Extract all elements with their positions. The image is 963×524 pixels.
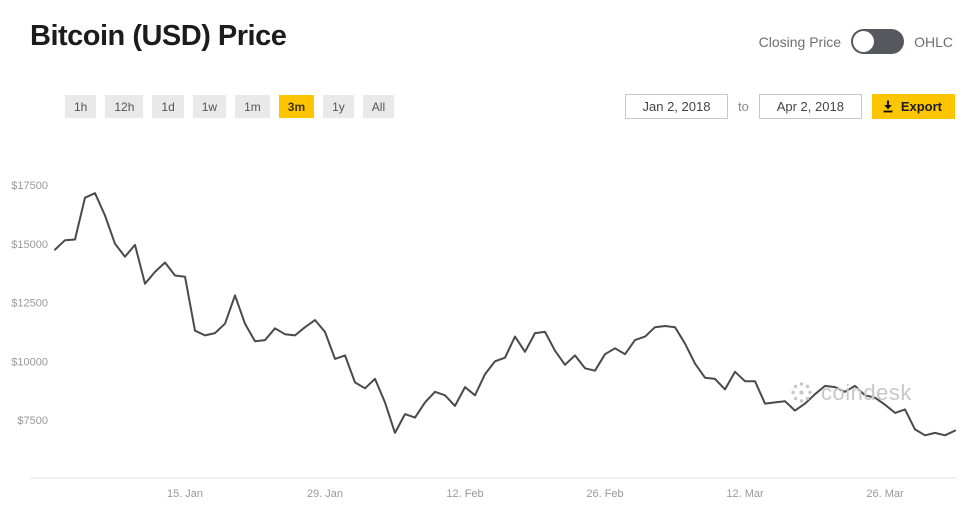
range-button-all[interactable]: All [362, 95, 395, 118]
range-button-12h[interactable]: 12h [105, 95, 144, 118]
date-range-to-label: to [737, 99, 749, 114]
x-axis-label: 29. Jan [307, 488, 343, 500]
range-buttons: 1h 12h 1d 1w 1m 3m 1y All [65, 95, 395, 118]
date-to-input[interactable] [758, 94, 862, 119]
page-title: Bitcoin (USD) Price [30, 20, 287, 52]
y-axis-label: $10000 [11, 356, 48, 368]
x-axis-label: 26. Mar [866, 488, 904, 500]
switch-knob-icon [853, 31, 875, 52]
price-chart-canvas[interactable]: $17500 $15000 $12500 $10000 $7500 15. Jan 29. … [0, 140, 963, 524]
price-type-switch[interactable] [851, 29, 905, 54]
range-button-1d[interactable]: 1d [152, 95, 184, 118]
ohlc-label: OHLC [914, 33, 953, 50]
y-axis-label: $12500 [11, 298, 48, 310]
y-axis-label: $7500 [17, 415, 48, 427]
x-axis-label: 12. Feb [446, 488, 483, 500]
range-button-1m[interactable]: 1m [235, 95, 270, 118]
y-axis-label: $17500 [11, 180, 48, 192]
price-chart[interactable]: $17500 $15000 $12500 $10000 $7500 15. Jan 29. … [0, 140, 963, 524]
price-line [54, 192, 956, 437]
range-button-1w[interactable]: 1w [192, 95, 227, 118]
coindesk-logo-icon [791, 382, 812, 403]
export-label: Export [900, 99, 942, 114]
coindesk-watermark: coindesk [788, 379, 912, 406]
price-type-toggle: Closing Price OHLC [759, 29, 953, 54]
range-button-3m[interactable]: 3m [278, 95, 315, 118]
date-from-input[interactable] [624, 94, 728, 119]
coindesk-watermark-text: coindesk [821, 379, 912, 405]
chart-toolbar: 1h 12h 1d 1w 1m 3m 1y All to Export [65, 94, 955, 119]
export-button[interactable]: Export [871, 94, 955, 119]
range-button-1h[interactable]: 1h [65, 95, 97, 118]
x-axis-label: 26. Feb [586, 488, 623, 500]
range-button-1y[interactable]: 1y [323, 95, 354, 118]
x-axis-label: 15. Jan [167, 488, 203, 500]
y-axis-label: $15000 [11, 239, 48, 251]
closing-price-label: Closing Price [758, 33, 842, 50]
date-controls: to Export [624, 94, 955, 119]
download-icon [883, 100, 893, 113]
x-axis-label: 12. Mar [726, 488, 764, 500]
